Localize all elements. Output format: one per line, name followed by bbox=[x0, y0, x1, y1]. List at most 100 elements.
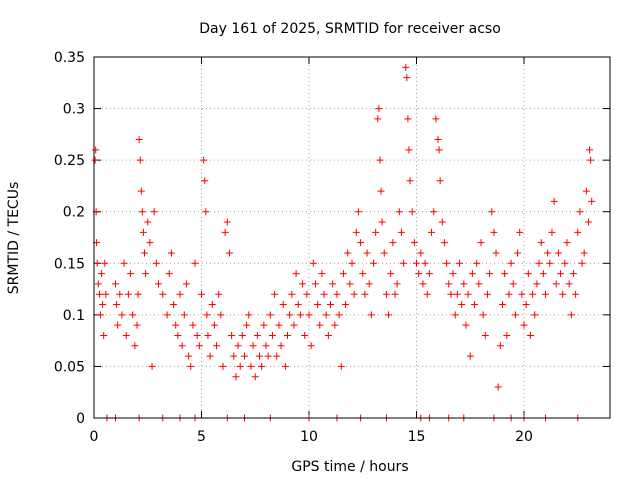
data-point bbox=[309, 259, 317, 267]
data-point bbox=[127, 270, 135, 278]
data-point bbox=[305, 311, 313, 319]
data-point bbox=[542, 290, 549, 298]
data-point bbox=[357, 239, 365, 247]
data-point bbox=[520, 321, 528, 329]
data-point bbox=[324, 331, 332, 339]
data-point bbox=[202, 208, 210, 216]
data-point bbox=[258, 362, 266, 370]
data-point bbox=[423, 290, 431, 298]
data-point bbox=[402, 63, 410, 71]
data-point bbox=[518, 290, 526, 298]
data-point bbox=[159, 290, 167, 298]
data-point bbox=[425, 270, 433, 278]
data-point bbox=[299, 280, 307, 288]
data-point bbox=[201, 177, 209, 185]
data-point bbox=[456, 259, 463, 267]
data-point bbox=[582, 187, 590, 195]
data-point bbox=[529, 290, 537, 298]
data-point bbox=[217, 311, 225, 319]
data-point bbox=[449, 270, 457, 278]
data-point bbox=[327, 301, 334, 309]
data-point bbox=[138, 208, 146, 216]
data-point bbox=[136, 156, 144, 164]
data-point bbox=[245, 311, 253, 319]
data-point bbox=[531, 311, 539, 319]
data-point bbox=[208, 301, 216, 309]
data-point bbox=[503, 331, 511, 339]
data-point bbox=[447, 290, 455, 298]
data-point bbox=[374, 115, 382, 123]
data-point bbox=[348, 259, 356, 267]
data-point bbox=[533, 280, 541, 288]
chart-title: Day 161 of 2025, SRMTID for receiver acs… bbox=[199, 21, 501, 37]
y-tick-label: 0.2 bbox=[63, 205, 85, 221]
y-tick-label: 0.35 bbox=[54, 50, 85, 66]
data-point bbox=[316, 321, 324, 329]
data-point bbox=[475, 280, 483, 288]
data-point bbox=[100, 331, 108, 339]
data-point bbox=[228, 331, 236, 339]
data-point bbox=[331, 321, 339, 329]
data-point bbox=[445, 280, 453, 288]
data-point bbox=[413, 259, 420, 267]
y-axis-label: SRMTID / TECUs bbox=[6, 182, 22, 295]
data-point bbox=[434, 136, 442, 144]
data-point bbox=[232, 373, 240, 381]
data-point bbox=[163, 311, 171, 319]
data-point bbox=[134, 290, 142, 298]
data-point bbox=[436, 177, 444, 185]
data-point bbox=[93, 259, 101, 267]
data-point bbox=[180, 311, 188, 319]
data-point bbox=[430, 208, 438, 216]
data-point bbox=[284, 331, 291, 339]
data-point bbox=[174, 331, 182, 339]
data-point bbox=[453, 290, 461, 298]
data-point bbox=[241, 352, 248, 360]
data-point bbox=[460, 280, 468, 288]
data-point bbox=[264, 352, 272, 360]
data-point bbox=[223, 218, 231, 226]
data-point bbox=[247, 362, 255, 370]
data-point bbox=[391, 290, 399, 298]
data-point bbox=[292, 270, 300, 278]
data-point bbox=[230, 352, 238, 360]
data-point bbox=[367, 311, 375, 319]
data-point bbox=[565, 280, 573, 288]
data-point bbox=[580, 249, 588, 257]
data-point bbox=[405, 146, 413, 154]
data-point bbox=[94, 280, 102, 288]
data-point bbox=[479, 311, 487, 319]
data-point bbox=[249, 342, 257, 350]
data-point bbox=[440, 239, 448, 247]
data-point bbox=[544, 249, 552, 257]
data-point bbox=[277, 342, 285, 350]
data-point bbox=[155, 280, 162, 288]
data-point bbox=[129, 311, 137, 319]
data-point bbox=[236, 362, 244, 370]
data-point bbox=[189, 321, 197, 329]
data-point bbox=[550, 197, 558, 205]
data-point bbox=[286, 311, 294, 319]
data-point bbox=[586, 146, 594, 154]
data-point bbox=[432, 115, 440, 123]
data-point bbox=[370, 259, 377, 267]
data-point bbox=[376, 156, 384, 164]
data-point bbox=[213, 342, 221, 350]
data-point bbox=[322, 311, 330, 319]
data-point bbox=[96, 311, 104, 319]
data-point bbox=[410, 239, 418, 247]
data-point bbox=[490, 228, 498, 236]
data-point bbox=[191, 259, 199, 267]
data-point bbox=[380, 249, 388, 257]
data-point bbox=[210, 321, 218, 329]
data-point bbox=[567, 311, 575, 319]
data-point bbox=[165, 270, 173, 278]
y-tick-label: 0.1 bbox=[63, 308, 85, 324]
data-point bbox=[142, 270, 150, 278]
data-point bbox=[526, 331, 534, 339]
data-point bbox=[524, 270, 532, 278]
data-point bbox=[268, 331, 276, 339]
data-point bbox=[387, 270, 395, 278]
data-point bbox=[539, 270, 547, 278]
